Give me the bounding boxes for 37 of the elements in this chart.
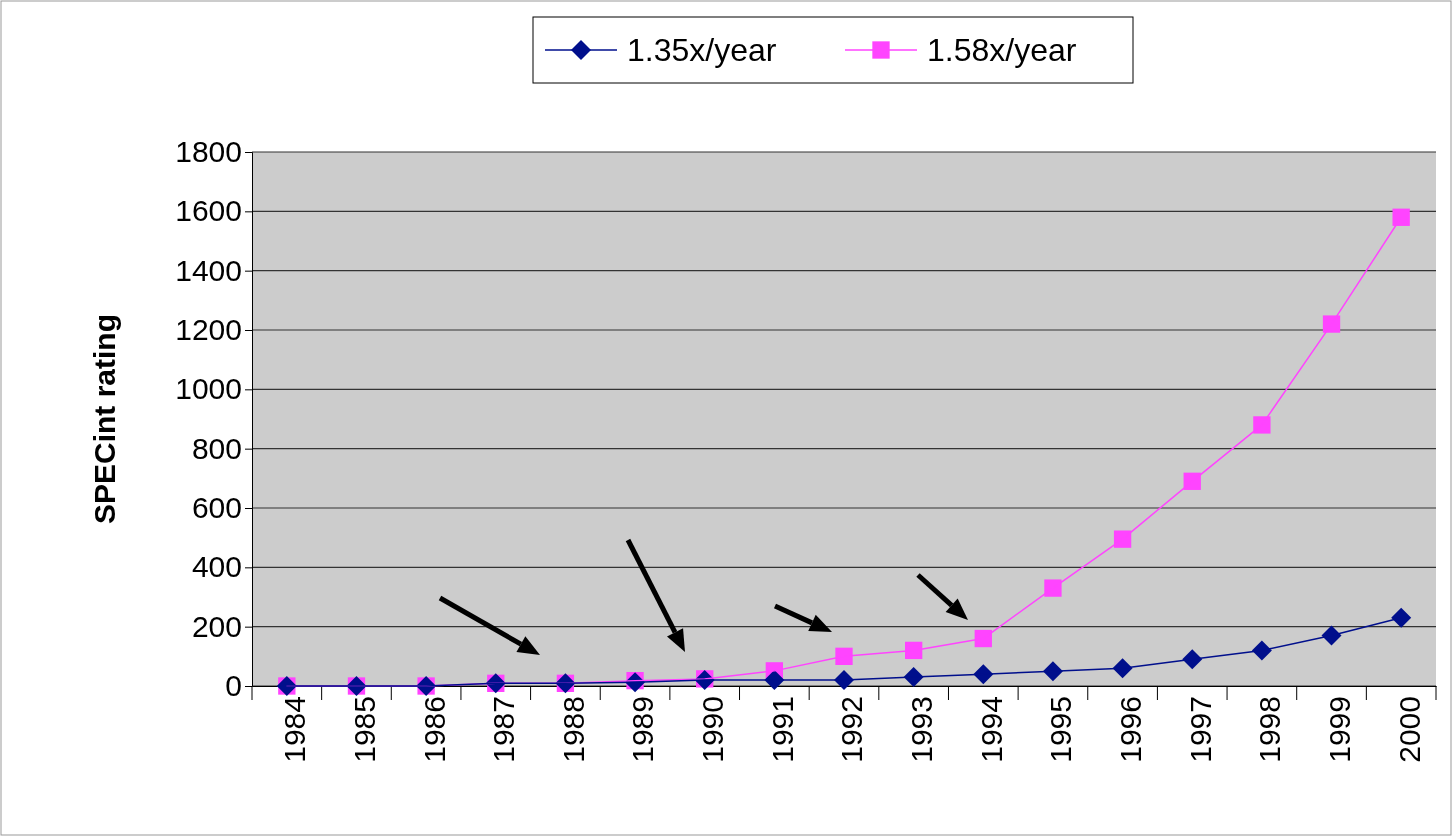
x-tick-label: 1984 (278, 696, 312, 763)
y-tick-label: 600 (191, 491, 242, 525)
x-tick-label: 1990 (696, 696, 730, 763)
x-tick-label: 1999 (1322, 696, 1356, 763)
x-tick-label: 1997 (1183, 696, 1217, 763)
y-tick-label: 0 (225, 669, 242, 703)
y-tick-label: 200 (191, 609, 242, 643)
x-tick-label: 2000 (1392, 696, 1426, 763)
x-tick-label: 1993 (905, 696, 939, 763)
x-tick-label: 1988 (556, 696, 590, 763)
x-tick-label: 1991 (765, 696, 799, 763)
x-tick-label: 1987 (487, 696, 521, 763)
x-tick-label: 1996 (1114, 696, 1148, 763)
x-tick-label: 1998 (1253, 696, 1287, 763)
y-tick-label: 1600 (175, 194, 242, 228)
point (1392, 208, 1410, 226)
point (835, 647, 853, 665)
x-tick-label: 1995 (1044, 696, 1078, 763)
y-axis-title: SPECint rating (88, 313, 121, 525)
x-tick-label: 1985 (347, 696, 381, 763)
x-tick-label: 1994 (974, 696, 1008, 763)
x-tick-label: 1992 (835, 696, 869, 763)
legend-label: 1.58x/year (927, 32, 1077, 68)
point (1113, 530, 1132, 548)
y-tick-label: 1200 (175, 313, 242, 347)
x-tick-label: 1989 (626, 696, 660, 763)
point (1044, 579, 1062, 597)
y-tick-label: 1400 (175, 253, 242, 287)
point (1322, 315, 1341, 333)
y-tick-label: 1000 (175, 372, 242, 406)
x-tick-label: 1986 (417, 696, 451, 763)
y-tick-label: 400 (191, 550, 242, 584)
legend-label: 1.35x/year (627, 32, 777, 68)
y-tick-label: 1800 (175, 135, 242, 169)
y-tick-label: 800 (191, 431, 242, 465)
point (1253, 416, 1271, 434)
point (1391, 607, 1412, 628)
